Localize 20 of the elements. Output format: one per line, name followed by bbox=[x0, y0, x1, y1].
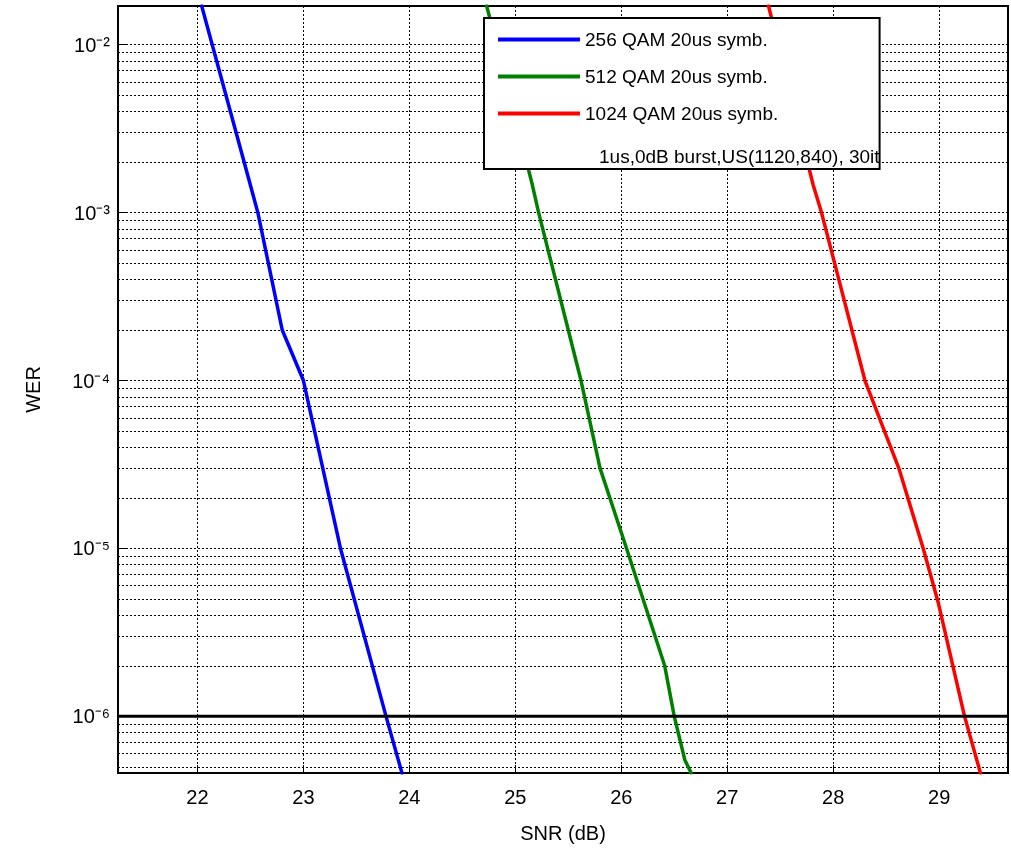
legend-title: 1us,0dB burst,US(1120,840), 30it bbox=[599, 146, 881, 167]
x-tick-label: 22 bbox=[186, 786, 209, 808]
x-tick-label: 26 bbox=[610, 786, 633, 808]
x-tick-label: 28 bbox=[822, 786, 845, 808]
line-series bbox=[199, 4, 404, 775]
y-tick-label: 10⁻⁵ bbox=[72, 537, 110, 560]
x-tick-label: 24 bbox=[398, 786, 421, 808]
x-tick-label: 27 bbox=[716, 786, 739, 808]
legend-label: 1024 QAM 20us symb. bbox=[585, 103, 779, 124]
y-tick-label: 10⁻² bbox=[74, 33, 111, 56]
legend-label: 256 QAM 20us symb. bbox=[585, 29, 768, 50]
x-tick-label: 23 bbox=[292, 786, 315, 808]
x-axis-title: SNR (dB) bbox=[520, 822, 606, 844]
y-axis-title: WER bbox=[22, 366, 44, 413]
x-tick-label: 29 bbox=[928, 786, 951, 808]
legend-label: 512 QAM 20us symb. bbox=[585, 66, 768, 87]
y-tick-label: 10⁻³ bbox=[74, 201, 111, 224]
y-tick-label: 10⁻⁴ bbox=[72, 369, 110, 392]
y-tick-label: 10⁻⁶ bbox=[72, 705, 110, 728]
x-tick-label: 25 bbox=[504, 786, 527, 808]
